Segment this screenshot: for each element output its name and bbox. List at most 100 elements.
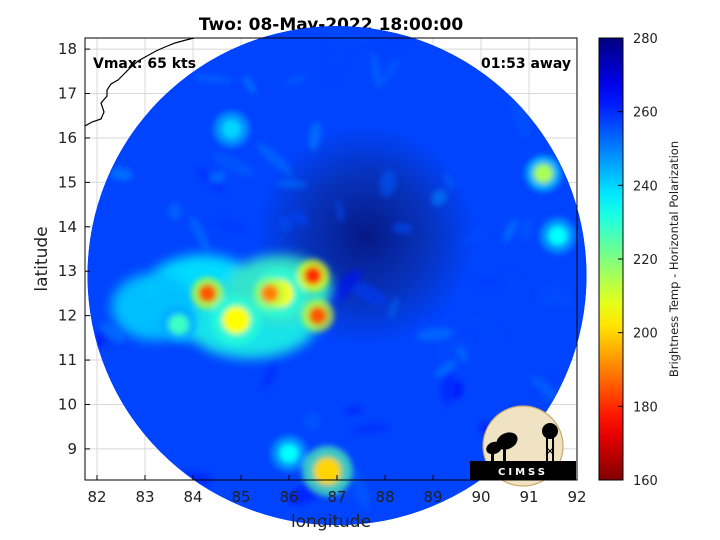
texture-streak — [109, 166, 133, 181]
texture-streak — [539, 290, 576, 308]
texture-streak — [431, 189, 447, 207]
texture-streak — [308, 121, 321, 152]
x-tick-label: 84 — [183, 488, 202, 506]
texture-streak — [511, 94, 531, 140]
texture-streak — [336, 200, 344, 223]
feature-core — [533, 163, 554, 184]
x-tick-label: 92 — [567, 488, 586, 506]
y-tick-label: 13 — [58, 262, 77, 280]
texture-streak — [212, 152, 255, 177]
y-tick-label: 16 — [58, 129, 77, 147]
texture-streak — [378, 59, 400, 86]
time-away-annotation: 01:53 away — [481, 56, 571, 72]
texture-streak — [452, 380, 464, 400]
texture-streak — [441, 365, 455, 405]
texture-streak — [379, 170, 397, 197]
texture-streak — [434, 360, 458, 378]
y-tick-label: 9 — [67, 440, 77, 458]
feature-core — [279, 443, 299, 464]
texture-streak — [345, 406, 363, 415]
texture-streak — [256, 142, 293, 176]
y-axis-ticks: 9 10 11 12 13 14 15 16 17 18 — [58, 40, 90, 458]
texture-streak — [503, 218, 518, 243]
x-axis-ticks: 82 83 84 85 86 87 88 89 90 91 92 — [87, 475, 587, 506]
colorbar-ticks: 160 180 200 220 240 260 280 — [618, 32, 658, 489]
texture-streak — [243, 75, 256, 94]
texture-streak — [371, 52, 381, 91]
y-tick-label: 12 — [58, 307, 77, 325]
texture-streak — [328, 69, 339, 83]
water-tower-icon — [542, 423, 558, 461]
cimss-logo: CIMSS — [470, 405, 576, 487]
y-tick-label: 10 — [58, 395, 77, 413]
y-tick-label: 15 — [58, 173, 77, 191]
x-axis-label: longitude — [291, 512, 371, 532]
texture-streak — [392, 222, 413, 234]
colorbar-tick-label: 160 — [633, 474, 658, 489]
coastline — [85, 38, 195, 127]
feature-core — [547, 225, 568, 246]
texture-streak — [276, 178, 308, 189]
x-tick-label: 88 — [375, 488, 394, 506]
texture-streak — [191, 74, 234, 84]
texture-streak — [371, 29, 414, 57]
texture-streak — [325, 269, 362, 306]
feature-core — [221, 119, 242, 140]
texture-streak — [168, 202, 183, 220]
texture-streak — [349, 281, 388, 306]
texture-streak — [472, 278, 501, 286]
feature-core — [260, 284, 279, 303]
satellite-dish-icon — [486, 432, 518, 462]
logo-text: CIMSS — [498, 467, 548, 478]
feature-core — [313, 457, 342, 486]
colorbar-tick-label: 200 — [633, 327, 658, 342]
texture-streak — [460, 227, 488, 245]
feature-core — [308, 306, 327, 325]
x-tick-label: 91 — [519, 488, 538, 506]
x-tick-label: 87 — [327, 488, 346, 506]
colorbar-tick-label: 240 — [633, 179, 658, 194]
feature-core — [198, 284, 217, 303]
plot-frame — [84, 37, 578, 481]
brightness-swath — [87, 26, 587, 526]
texture-streak — [456, 346, 468, 363]
texture-streak — [519, 217, 533, 242]
texture-streak — [350, 467, 370, 511]
texture-streak — [534, 280, 573, 294]
texture-streak — [416, 327, 455, 342]
texture-streak — [388, 297, 399, 320]
texture-streak — [189, 215, 210, 252]
swath-edge — [87, 26, 587, 526]
vmax-annotation: Vmax: 65 kts — [93, 56, 196, 72]
feature-core — [304, 266, 322, 285]
x-tick-label: 90 — [471, 488, 490, 506]
texture-streak — [278, 216, 291, 232]
colorbar-label: Brightness Temp - Horizontal Polarizatio… — [667, 141, 681, 377]
texture-streak — [209, 171, 227, 183]
x-tick-label: 89 — [423, 488, 442, 506]
swath-texture — [90, 27, 576, 511]
convective-features — [160, 111, 576, 497]
texture-streak — [284, 74, 308, 86]
colorbar-tick-label: 260 — [633, 106, 658, 121]
x-tick-label: 82 — [87, 488, 106, 506]
texture-streak — [505, 269, 518, 283]
y-tick-label: 14 — [58, 218, 77, 236]
texture-streak — [214, 219, 250, 235]
feature-core — [222, 306, 251, 335]
texture-streak — [262, 361, 277, 389]
x-tick-label: 86 — [279, 488, 298, 506]
texture-streak — [322, 27, 364, 44]
colorbar-tick-label: 180 — [633, 400, 658, 415]
texture-streak — [440, 313, 471, 327]
x-tick-label: 83 — [135, 488, 154, 506]
y-tick-label: 17 — [58, 85, 77, 103]
texture-streak — [443, 171, 455, 191]
y-axis-label: latitude — [32, 226, 52, 291]
texture-streak — [326, 42, 349, 67]
colorbar-tick-label: 220 — [633, 253, 658, 268]
y-tick-label: 11 — [58, 351, 77, 369]
chart-title: Two: 08-May-2022 18:00:00 — [199, 15, 464, 35]
x-tick-label: 85 — [231, 488, 250, 506]
